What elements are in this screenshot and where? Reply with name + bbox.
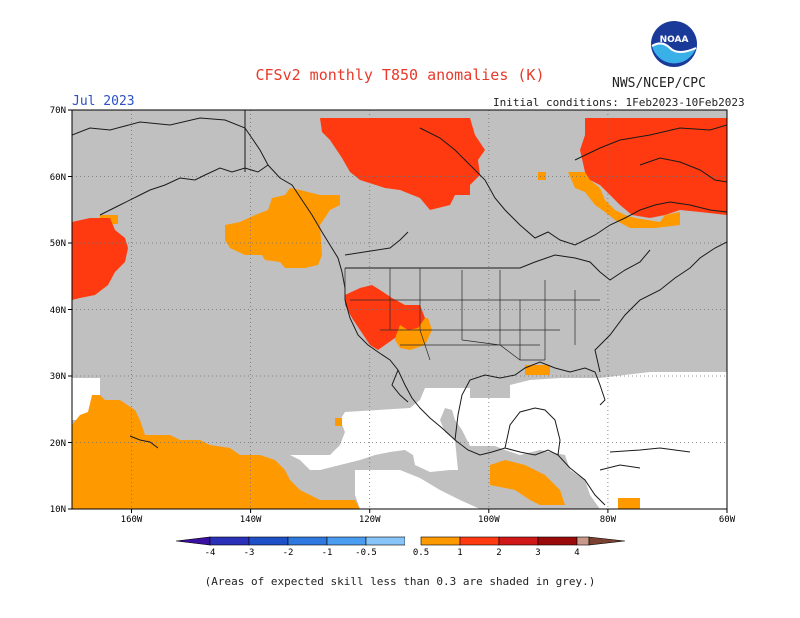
agency-label: NWS/NCEP/CPC	[612, 76, 706, 91]
legend-swatch-above-4	[588, 536, 626, 546]
lat-label-30n: 30N	[50, 372, 66, 382]
coastlines	[72, 110, 727, 506]
map-title: CFSv2 monthly T850 anomalies (K)	[255, 66, 545, 84]
legend-label-minus3: -3	[244, 548, 255, 558]
legend-swatch-minus4-minus3	[209, 536, 250, 546]
initial-conditions-label: Initial conditions: 1Feb2023-10Feb2023	[493, 96, 745, 109]
legend-labels: -4 -3 -2 -1 -0.5 0.5 1 2 3 4	[205, 548, 580, 558]
lat-label-50n: 50N	[50, 239, 66, 249]
legend-label-minus4: -4	[205, 548, 216, 558]
legend-swatch-minus2-minus1	[287, 536, 328, 546]
legend-swatch-minus1-minus05	[326, 536, 367, 546]
legend-label-4: 4	[574, 548, 579, 558]
orange-anomaly-areas	[72, 172, 680, 509]
legend-label-minus2: -2	[283, 548, 294, 558]
lat-label-10n: 10N	[50, 505, 66, 515]
skill-footnote: (Areas of expected skill less than 0.3 a…	[204, 575, 596, 588]
noaa-logo: NOAA	[651, 21, 697, 67]
lon-label-140w: 140W	[240, 515, 262, 525]
legend-swatch-05-1	[420, 536, 461, 546]
lat-label-40n: 40N	[50, 306, 66, 316]
lon-label-60w: 60W	[719, 515, 736, 525]
legend-swatch-neutral	[405, 537, 421, 545]
white-anomaly-areas	[72, 372, 727, 509]
legend-label-2: 2	[496, 548, 501, 558]
graticule	[72, 110, 727, 509]
legend-label-1: 1	[457, 548, 462, 558]
lon-label-80w: 80W	[600, 515, 617, 525]
lat-ticks	[68, 109, 72, 510]
legend-swatch-1-2	[459, 536, 500, 546]
legend-swatch-4-plus	[576, 536, 590, 546]
legend-swatch-minus05-0	[365, 536, 406, 546]
lon-label-100w: 100W	[478, 515, 500, 525]
lat-label-70n: 70N	[50, 106, 66, 116]
lat-labels: 70N 60N 50N 40N 30N 20N 10N	[50, 106, 66, 515]
lon-labels: 160W 140W 120W 100W 80W 60W	[121, 515, 736, 525]
lon-label-120w: 120W	[359, 515, 381, 525]
legend-label-minus1: -1	[322, 548, 333, 558]
lon-ticks	[131, 509, 728, 513]
legend-swatch-2-3	[498, 536, 539, 546]
valid-month-label: Jul 2023	[72, 94, 135, 109]
color-legend	[175, 536, 626, 546]
legend-swatch-below-minus4	[175, 536, 211, 546]
state-borders	[344, 268, 600, 361]
legend-label-minus05: -0.5	[355, 548, 377, 558]
legend-label-05: 0.5	[413, 548, 429, 558]
lat-label-60n: 60N	[50, 173, 66, 183]
noaa-logo-text: NOAA	[660, 35, 689, 45]
legend-swatch-3-4	[537, 536, 578, 546]
legend-label-3: 3	[535, 548, 540, 558]
map-field	[72, 110, 727, 509]
lat-label-20n: 20N	[50, 439, 66, 449]
legend-swatch-minus3-minus2	[248, 536, 289, 546]
lon-label-160w: 160W	[121, 515, 143, 525]
